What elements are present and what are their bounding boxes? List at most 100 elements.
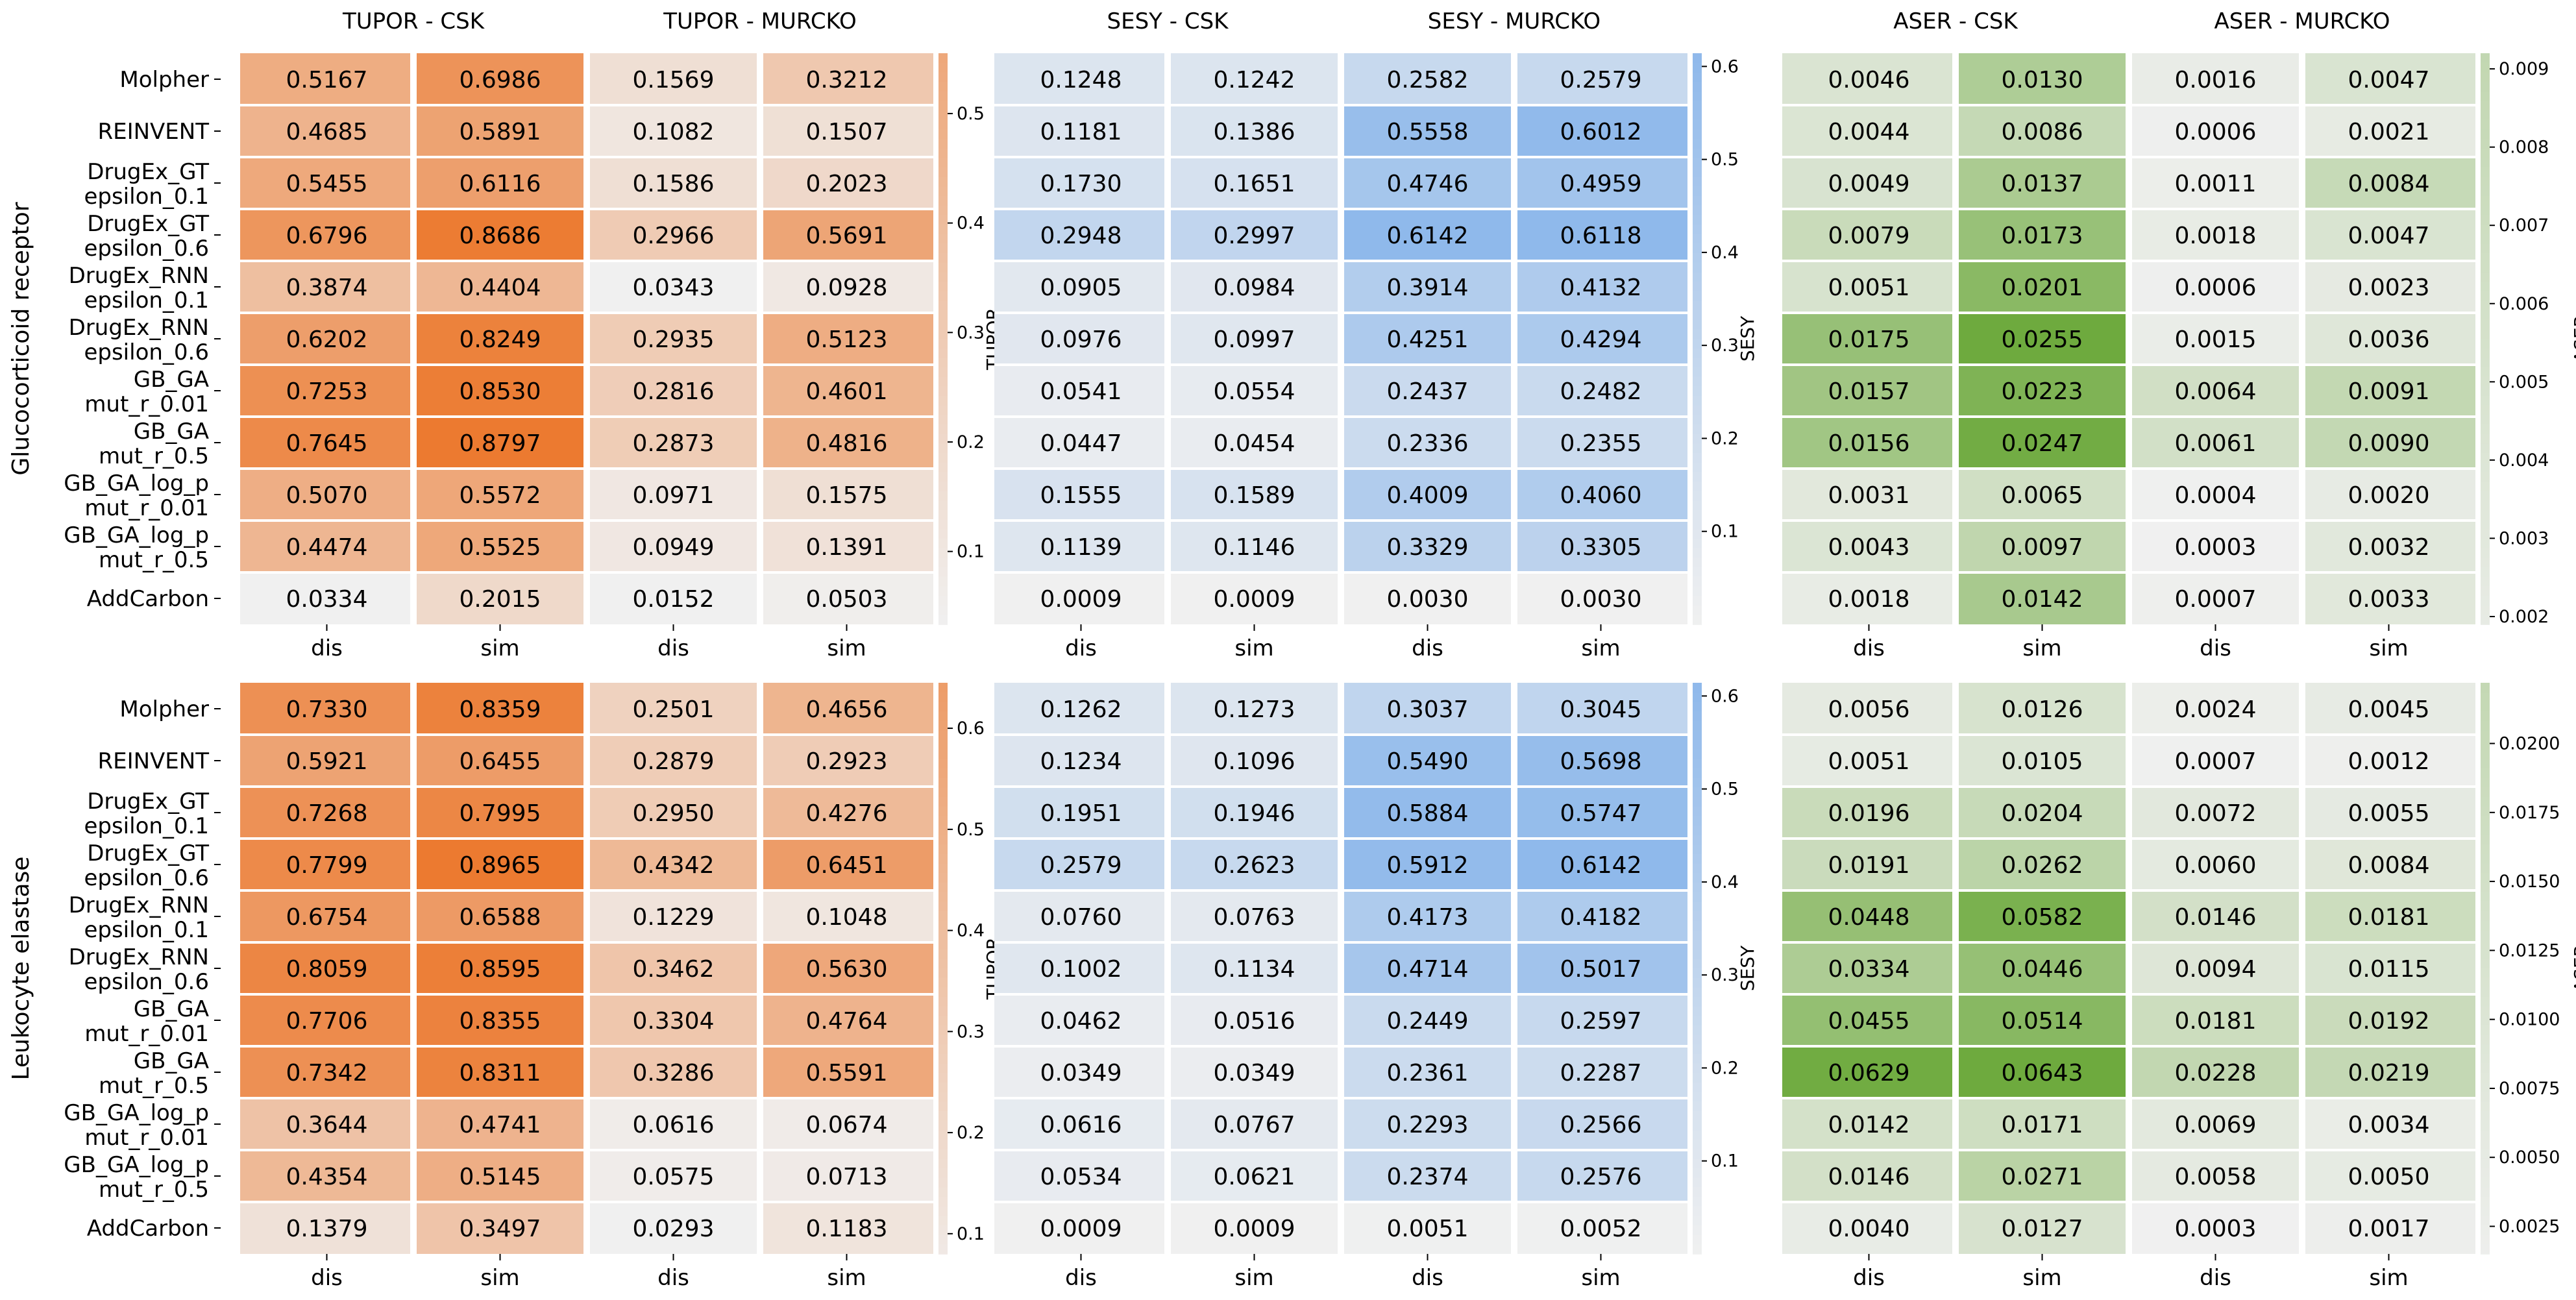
colorbar-segment <box>2481 329 2490 339</box>
heatmap-cell <box>1341 105 1514 157</box>
colorbar-segment <box>938 987 948 998</box>
colorbar-segment <box>938 158 948 168</box>
cell-value: 0.1946 <box>1214 800 1295 827</box>
cell-value: 0.1575 <box>806 482 888 509</box>
cell-value: 0.0462 <box>1040 1008 1122 1035</box>
heatmap-cell <box>1782 839 1956 890</box>
cell-value: 0.0201 <box>2002 275 2083 301</box>
colorbar-segment <box>938 576 948 587</box>
colorbar-segment <box>938 920 948 931</box>
heatmap-cell <box>587 572 760 624</box>
column-label: sim <box>827 1265 866 1291</box>
cell-value: 0.0643 <box>2002 1060 2083 1086</box>
colorbar-tick-label: 0.004 <box>2499 450 2549 471</box>
heatmap-cell <box>1514 261 1687 313</box>
colorbar-label: ASER <box>2570 315 2576 363</box>
colorbar-segment <box>938 291 948 302</box>
colorbar-segment <box>938 1111 948 1122</box>
colorbar-segment <box>938 491 948 502</box>
column-label: dis <box>1853 635 1885 661</box>
heatmap-cell <box>240 1098 413 1150</box>
cell-value: 0.0262 <box>2002 852 2083 879</box>
colorbar-tick-label: 0.2 <box>1711 428 1739 448</box>
heatmap-cell <box>1514 1202 1687 1254</box>
cell-value: 0.0061 <box>2175 430 2257 457</box>
heatmap-cell <box>1956 365 2129 417</box>
colorbar-segment <box>2481 53 2490 64</box>
heatmap-cell <box>587 683 760 735</box>
colorbar-segment <box>938 892 948 903</box>
target-label: Glucocorticoid receptor <box>8 202 34 475</box>
colorbar-segment <box>1693 949 1702 960</box>
heatmap-cell <box>1514 890 1687 942</box>
colorbar-segment <box>2481 101 2490 111</box>
cell-value: 0.1096 <box>1214 748 1295 775</box>
cell-value: 0.0181 <box>2175 1008 2257 1035</box>
colorbar-segment <box>2481 797 2490 807</box>
heatmap-cell <box>1782 313 1956 365</box>
cell-value: 0.0060 <box>2175 852 2257 879</box>
heatmap-cell <box>587 209 760 261</box>
cell-value: 0.5558 <box>1387 119 1469 145</box>
cell-value: 0.8686 <box>460 223 541 249</box>
colorbar-segment <box>1693 139 1702 149</box>
cell-value: 0.3329 <box>1387 534 1469 561</box>
colorbar-segment <box>938 82 948 92</box>
cell-value: 0.1586 <box>633 171 715 197</box>
cell-value: 0.0767 <box>1214 1112 1295 1138</box>
colorbar-segment <box>2481 1120 2490 1131</box>
colorbar-segment <box>938 797 948 807</box>
colorbar-segment <box>2481 1006 2490 1017</box>
colorbar-segment <box>2481 844 2490 855</box>
heatmap-cell <box>1782 942 1956 994</box>
heatmap-cell <box>994 209 1168 261</box>
cell-value: 0.1730 <box>1040 171 1122 197</box>
colorbar-segment <box>2481 1016 2490 1026</box>
colorbar-segment <box>938 911 948 922</box>
cell-value: 0.5747 <box>1560 800 1642 827</box>
colorbar-segment <box>1693 1149 1702 1160</box>
colorbar-segment <box>1693 797 1702 807</box>
cell-value: 0.0334 <box>1828 956 1910 983</box>
colorbar-tick-label: 0.0025 <box>2499 1216 2560 1236</box>
colorbar-segment <box>2481 920 2490 931</box>
colorbar-segment <box>1693 329 1702 339</box>
colorbar-segment <box>2481 720 2490 731</box>
column-label: dis <box>1412 635 1443 661</box>
cell-value: 0.0051 <box>1387 1216 1469 1242</box>
row-label: AddCarbon <box>87 1216 209 1242</box>
cell-value: 0.2873 <box>633 430 715 457</box>
heatmap-cell <box>760 572 933 624</box>
colorbar-tick-label: 0.2 <box>957 1123 985 1143</box>
colorbar-segment <box>2481 1044 2490 1055</box>
cell-value: 0.2597 <box>1560 1008 1642 1035</box>
colorbar-segment <box>938 683 948 693</box>
colorbar-segment <box>2481 1206 2490 1217</box>
heatmap-cell <box>587 157 760 209</box>
colorbar-segment <box>2481 167 2490 178</box>
heatmap-cell <box>587 313 760 365</box>
colorbar-segment <box>2481 586 2490 596</box>
colorbar-tick-label: 0.002 <box>2499 607 2549 627</box>
colorbar-tick-label: 0.2 <box>1711 1058 1739 1078</box>
cell-value: 0.6451 <box>806 852 888 879</box>
heatmap-cell <box>1514 735 1687 787</box>
cell-value: 0.0004 <box>2175 482 2257 509</box>
cell-value: 0.6118 <box>1560 223 1642 249</box>
heatmap-cell <box>413 365 587 417</box>
cell-value: 0.7799 <box>286 852 368 879</box>
heatmap-cell <box>994 105 1168 157</box>
colorbar-segment <box>938 548 948 559</box>
cell-value: 0.0009 <box>1040 1216 1122 1242</box>
heatmap-cell <box>1782 787 1956 839</box>
heatmap-cell <box>994 787 1168 839</box>
colorbar-segment <box>1693 148 1702 159</box>
colorbar-segment <box>1693 472 1702 482</box>
colorbar-segment <box>2481 892 2490 903</box>
cell-value: 0.5572 <box>460 482 541 509</box>
row-label: DrugEx_RNN epsilon_0.6 <box>69 944 209 995</box>
colorbar-segment <box>2481 119 2490 130</box>
heatmap-cell <box>1341 1046 1514 1098</box>
colorbar-segment <box>1693 711 1702 722</box>
